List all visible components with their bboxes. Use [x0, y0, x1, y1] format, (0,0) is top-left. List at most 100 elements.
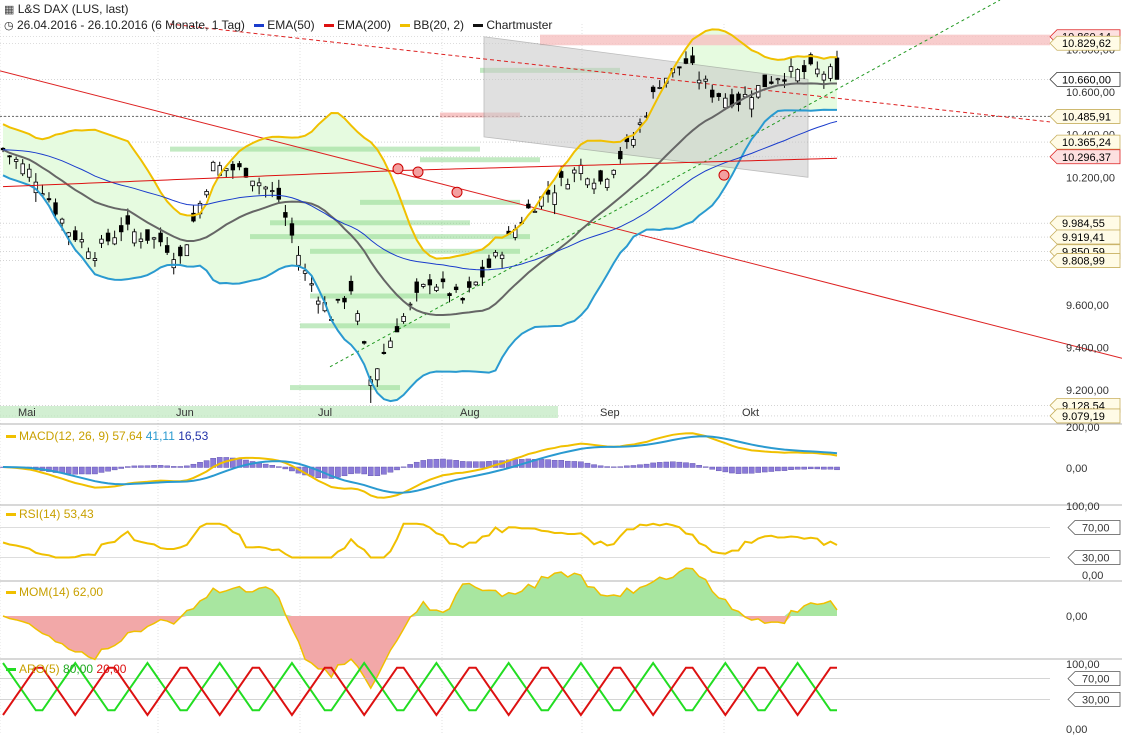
candle-body: [210, 161, 216, 172]
macd-histogram-bar: [663, 461, 670, 468]
candle-body: [762, 74, 767, 88]
candle-body: [230, 163, 236, 171]
candle-body: [138, 238, 144, 242]
candle-body: [578, 164, 584, 174]
candle-body: [736, 93, 741, 105]
candle-body: [414, 281, 419, 293]
candle-body: [243, 167, 249, 178]
candle-body: [394, 326, 400, 333]
candle-body: [348, 280, 354, 292]
month-label: Aug: [460, 407, 480, 419]
chart-legend: ◷ 26.04.2016 - 26.10.2016 (6 Monate, 1 T…: [4, 18, 552, 32]
date-range: 26.04.2016 - 26.10.2016 (6 Monate, 1 Tag…: [16, 18, 245, 32]
macd-histogram-bar: [177, 466, 184, 468]
legend-ema50: EMA(50): [254, 18, 315, 32]
candle-body: [526, 203, 531, 209]
signal-marker: [412, 166, 424, 178]
macd-histogram-bar: [597, 465, 604, 468]
candle-body: [112, 237, 117, 245]
rsi-tick-label: 70,00: [1082, 523, 1110, 535]
candle-body: [375, 368, 380, 381]
candle-body: [276, 187, 282, 200]
aro-down-line: [2, 666, 837, 717]
candle-body: [151, 237, 157, 240]
macd-histogram-bar: [761, 466, 768, 473]
candle-body: [361, 341, 367, 344]
price-axis: 10.800,0010.600,0010.400,0010.200,009.80…: [1049, 29, 1121, 735]
macd-histogram-bar: [610, 466, 617, 468]
macd-histogram-bar: [138, 465, 144, 468]
macd-histogram-bar: [184, 465, 190, 468]
resistance-zone: [540, 34, 1050, 46]
macd-histogram-bar: [591, 464, 597, 468]
macd-histogram-bar: [571, 461, 578, 468]
candle-body: [710, 89, 715, 98]
mom-line: [2, 567, 838, 690]
macd-histogram-bar: [427, 459, 433, 468]
macd-histogram-bar: [564, 460, 571, 468]
candle-body: [723, 97, 728, 109]
macd-histogram-bar: [111, 466, 118, 471]
macd-histogram-bar: [65, 466, 72, 474]
price-level-label: 10.485,91: [1062, 111, 1111, 123]
macd-histogram-bar: [538, 459, 545, 468]
price-tick-label: 9.200,00: [1066, 385, 1109, 397]
support-stripe: [310, 248, 520, 254]
mom-tick-label: 0,00: [1066, 611, 1087, 623]
macd-legend: MACD(12, 26, 9) 57,64 41,11 16,53: [6, 429, 208, 443]
downtrend-line: [0, 70, 1122, 359]
macd-histogram-bar: [446, 459, 453, 468]
candle-body: [828, 66, 833, 79]
candle-body: [696, 79, 702, 84]
candle-body: [769, 81, 774, 84]
candle-body: [388, 340, 393, 348]
macd-histogram-bar: [656, 462, 663, 468]
candle-body: [440, 278, 446, 283]
macd-histogram-bar: [788, 466, 794, 470]
macd-histogram-bar: [282, 466, 289, 470]
candle-body: [250, 180, 255, 187]
price-tick-label: 10.200,00: [1066, 172, 1115, 184]
price-level-label: 10.365,24: [1062, 137, 1111, 149]
price-level-tag: [1049, 253, 1121, 268]
macd-histogram-bar: [407, 464, 413, 468]
candle-body: [73, 230, 78, 241]
macd-histogram-bar: [190, 463, 197, 468]
month-label: Jun: [176, 407, 194, 419]
chartmuster-channel: [483, 36, 809, 178]
price-tick-label: 9.400,00: [1066, 343, 1109, 355]
macd-histogram-bar: [387, 466, 394, 473]
macd-histogram-bar: [164, 465, 170, 468]
macd-histogram-bar: [453, 460, 459, 468]
macd-histogram-bar: [157, 465, 164, 468]
macd-histogram-bar: [262, 463, 269, 468]
candle-body: [650, 86, 656, 93]
candle-body: [27, 168, 32, 178]
candle-body: [565, 184, 570, 190]
macd-histogram-bar: [742, 466, 748, 474]
macd-histogram-bar: [729, 466, 735, 474]
signal-marker: [451, 186, 463, 198]
chart-title-text: L&S DAX (LUS, last): [17, 2, 129, 16]
candle-body: [184, 244, 190, 257]
candle-body: [289, 223, 295, 236]
macd-histogram-bar: [341, 466, 348, 477]
macd-histogram-bar: [197, 462, 203, 468]
macd-histogram-bar: [801, 466, 807, 470]
macd-histogram-bar: [814, 466, 821, 470]
candle-body: [532, 210, 538, 213]
candle-body: [309, 283, 314, 286]
candle-body: [611, 169, 616, 175]
rsi-level-tag: [1067, 520, 1121, 535]
macd-signal-line: [2, 435, 838, 494]
candle-body: [20, 163, 25, 175]
legend-ema200: EMA(200): [323, 18, 391, 32]
candle-body: [421, 283, 426, 287]
macd-histogram-bar: [230, 457, 236, 468]
uptrend-dashed: [329, 0, 1001, 368]
price-level-label: 9.919,41: [1062, 232, 1105, 244]
macd-histogram-bar: [578, 461, 584, 468]
signal-marker: [392, 163, 404, 175]
candle-body: [604, 178, 610, 189]
rsi-level-tag: [1067, 550, 1121, 565]
